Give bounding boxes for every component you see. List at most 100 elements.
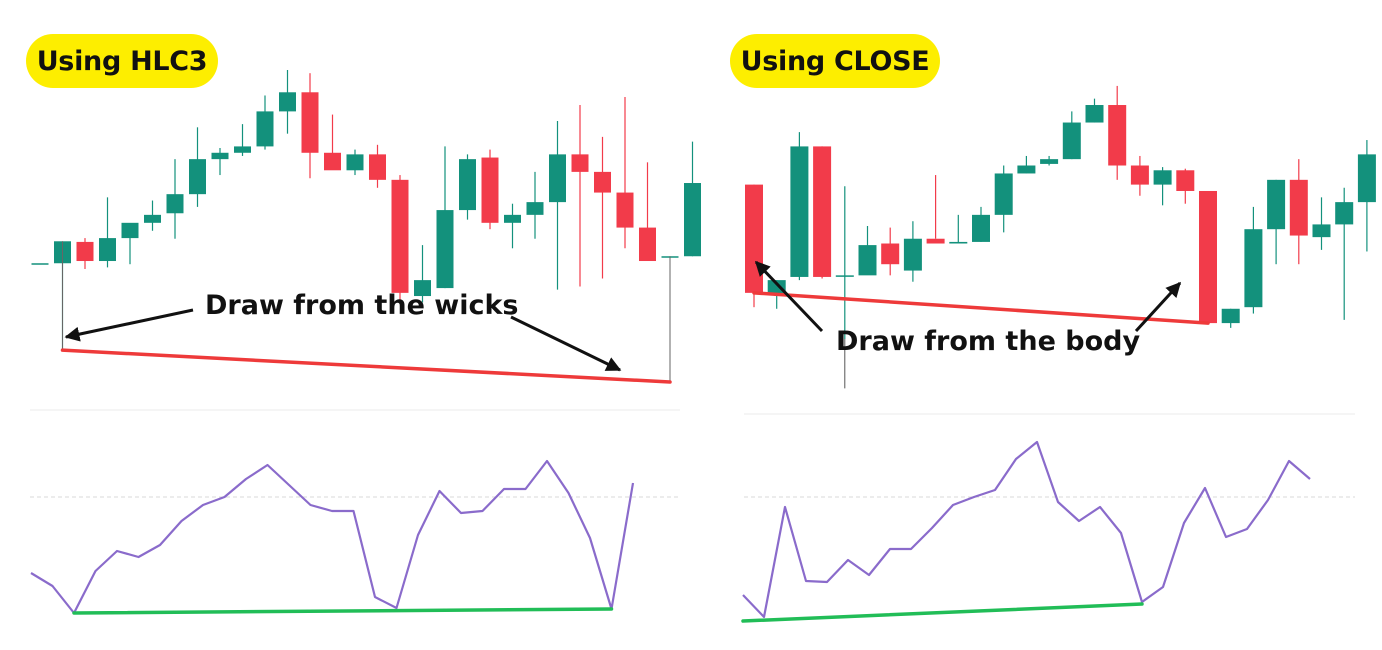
candle-body — [767, 280, 786, 295]
candle — [1040, 155, 1059, 166]
candle-body — [1062, 122, 1081, 160]
candle-body — [324, 152, 341, 171]
candle — [1221, 308, 1240, 328]
oscillator-trendline — [72, 607, 614, 615]
candle-body — [790, 146, 809, 277]
candle-body — [31, 263, 49, 265]
hlc3-title-badge: Using HLC3 — [26, 34, 218, 88]
candle — [949, 214, 968, 244]
candle — [790, 132, 809, 281]
candle-body — [926, 238, 945, 244]
candle — [745, 184, 763, 308]
candle — [549, 120, 566, 290]
oscillator-line — [30, 459, 635, 615]
candle — [481, 149, 499, 230]
candle — [256, 95, 274, 150]
candle — [881, 227, 900, 276]
candle-body — [436, 210, 454, 289]
annotation-arrow — [754, 260, 824, 333]
candle-body — [994, 173, 1013, 215]
candle — [1108, 85, 1127, 180]
candle — [436, 146, 454, 289]
candle-body — [835, 275, 854, 277]
candle-body — [459, 159, 476, 211]
candle — [414, 245, 431, 303]
candle-body — [1267, 179, 1286, 230]
candle — [594, 136, 611, 279]
candle-body — [745, 184, 763, 293]
candle — [994, 165, 1013, 233]
candle — [31, 263, 49, 265]
candle — [1312, 197, 1331, 250]
close-title-badge: Using CLOSE — [730, 34, 940, 88]
candle-body — [858, 245, 877, 276]
candle-body — [549, 154, 566, 203]
candle — [903, 221, 922, 282]
price-trendline — [752, 291, 1210, 325]
candle — [616, 97, 634, 249]
candle-body — [1130, 165, 1149, 185]
candle — [76, 238, 94, 269]
candle — [369, 144, 386, 188]
price-trendline — [60, 348, 672, 384]
candle-body — [594, 171, 611, 193]
candle — [858, 226, 877, 276]
candle-body — [684, 183, 701, 257]
candle-body — [1085, 105, 1104, 123]
candle-body — [1176, 170, 1195, 191]
candle — [234, 124, 251, 156]
candle — [166, 159, 184, 239]
candle-body — [1357, 154, 1376, 203]
candle-body — [1040, 159, 1059, 164]
candle — [324, 114, 341, 171]
candle — [1244, 206, 1263, 314]
candle — [1176, 168, 1195, 204]
candle — [1017, 155, 1036, 174]
candle-body — [1199, 190, 1217, 324]
candle-body — [481, 157, 499, 223]
candle — [1062, 111, 1081, 160]
candle-body — [1244, 229, 1263, 308]
annotation-arrow — [64, 308, 194, 342]
candle — [1357, 140, 1376, 252]
candle — [526, 171, 544, 239]
annotation-arrow — [510, 315, 622, 372]
candle — [1335, 187, 1354, 320]
candle-body — [189, 159, 206, 195]
candle — [346, 149, 364, 176]
candle-body — [972, 214, 990, 242]
candle-body — [369, 154, 386, 180]
candle-body — [346, 154, 364, 171]
candle-body — [639, 227, 656, 262]
body-annotation: Draw from the body — [836, 326, 1141, 357]
panel-hlc3 — [30, 70, 701, 615]
candle-body — [144, 214, 161, 223]
candle-body — [301, 92, 319, 153]
candle — [972, 206, 990, 242]
candle-body — [813, 146, 832, 277]
candle-body — [1017, 165, 1036, 174]
candle-body — [1335, 202, 1354, 225]
candle-body — [616, 192, 634, 228]
candle — [639, 162, 656, 262]
candle-body — [1289, 179, 1308, 236]
candle-body — [256, 111, 274, 147]
candle-body — [121, 222, 139, 239]
candle — [391, 175, 409, 301]
candle — [926, 175, 945, 244]
candle-body — [504, 214, 521, 223]
candle — [279, 70, 296, 134]
candle — [189, 127, 206, 207]
wicks-annotation: Draw from the wicks — [205, 290, 519, 321]
candle-body — [234, 146, 251, 153]
oscillator-trendline — [741, 602, 1144, 623]
candle — [301, 73, 319, 179]
candle — [504, 203, 521, 249]
candle — [121, 222, 139, 265]
candle — [1289, 159, 1308, 265]
candle-body — [279, 92, 296, 112]
candle-body — [391, 179, 409, 293]
candle-body — [1312, 224, 1331, 238]
candle — [459, 154, 476, 220]
